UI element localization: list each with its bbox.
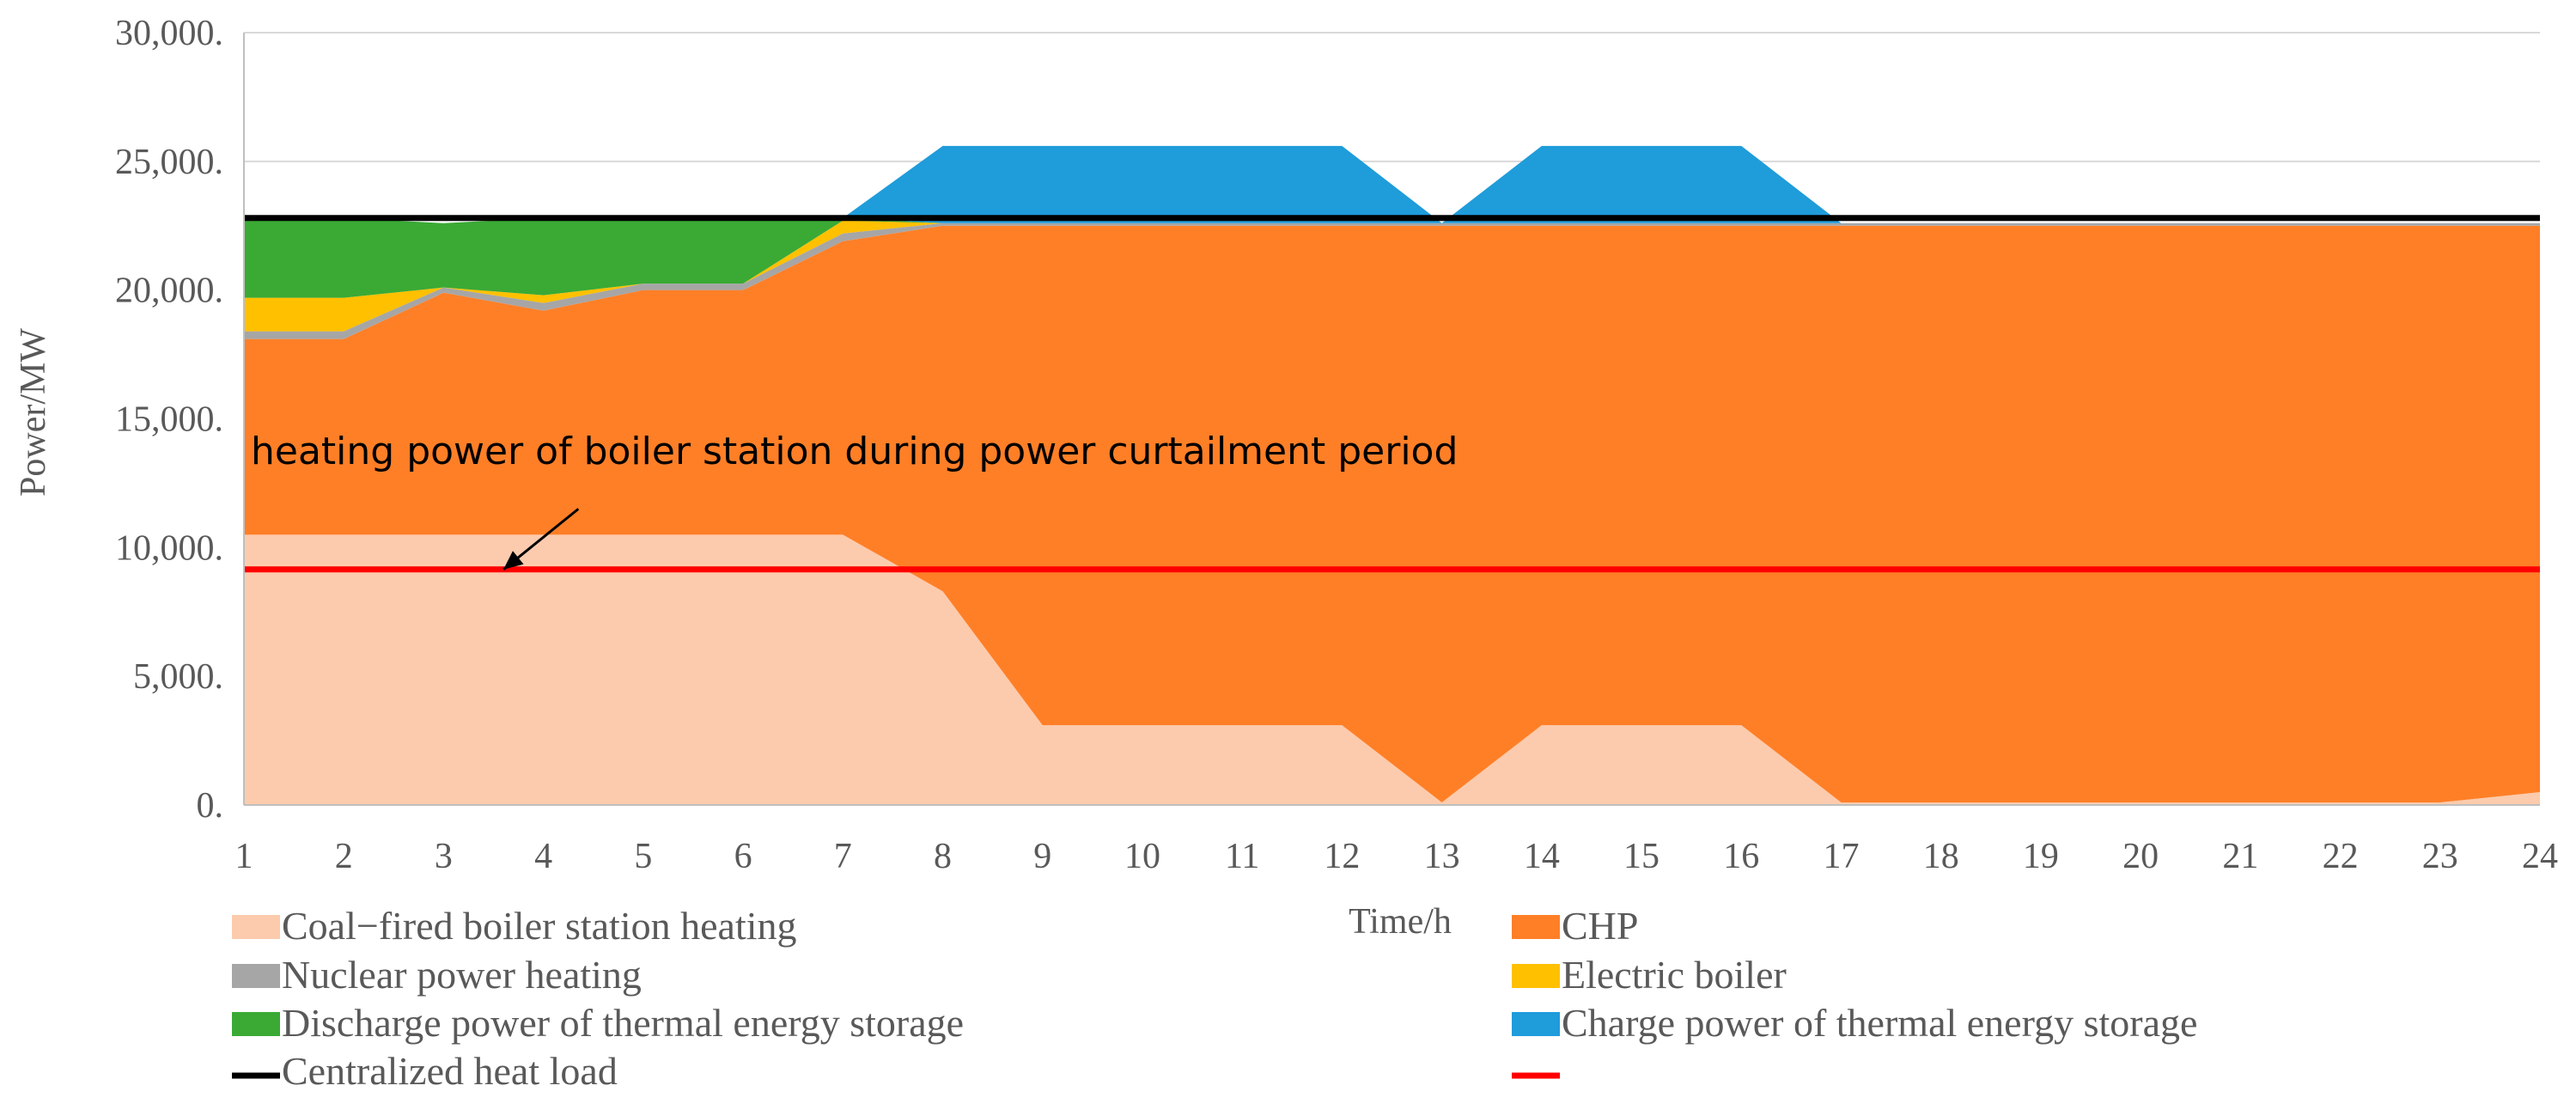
x-tick-label: 19	[2023, 837, 2059, 876]
legend-label: Coal−fired boiler station heating	[282, 904, 797, 948]
annotation-text: heating power of boiler station during p…	[251, 430, 1458, 473]
x-tick-label: 5	[634, 837, 652, 876]
axes	[243, 33, 2540, 806]
y-tick-label: 25,000.	[115, 143, 223, 182]
y-axis-title: Power/MW	[14, 328, 53, 497]
area-discharge-power-of-thermal-energy-storage	[244, 217, 2540, 298]
legend-label: Discharge power of thermal energy storag…	[282, 1001, 964, 1045]
legend-label: Nuclear power heating	[282, 953, 642, 997]
x-tick-label: 20	[2122, 837, 2159, 876]
legend-label: CHP	[1562, 904, 1638, 948]
x-tick-label: 1	[235, 837, 253, 876]
y-tick-label: 5,000.	[133, 657, 223, 697]
legend-swatch	[1512, 964, 1560, 988]
x-axis-ticks: 1 2 3 4 5 6 7 8 9 10 11 12 13 14 15 16 17 18 19 20 21 22 23 24	[235, 837, 2559, 876]
y-tick-label: 10,000.	[115, 528, 223, 568]
stacked-areas	[244, 145, 2540, 805]
x-tick-label: 23	[2422, 837, 2458, 876]
legend-swatch	[232, 964, 280, 988]
x-tick-label: 22	[2323, 837, 2359, 876]
x-tick-label: 15	[1623, 837, 1659, 876]
x-tick-label: 12	[1324, 837, 1360, 876]
y-axis-ticks: 0. 5,000. 10,000. 15,000. 20,000. 25,000. 30,0…	[115, 14, 223, 826]
x-tick-label: 4	[534, 837, 552, 876]
area-coal-fired-boiler-station-heating	[244, 534, 2540, 805]
x-tick-label: 13	[1424, 837, 1460, 876]
legend-swatch	[1512, 915, 1560, 939]
area-charge-power-of-thermal-energy-storage	[244, 145, 2540, 223]
x-tick-label: 9	[1033, 837, 1051, 876]
y-tick-label: 20,000.	[115, 271, 223, 311]
area-chp	[244, 225, 2540, 803]
x-tick-label: 14	[1524, 837, 1560, 876]
x-tick-label: 24	[2522, 837, 2558, 876]
y-tick-label: 15,000.	[115, 400, 223, 440]
legend-label: Electric boiler	[1562, 953, 1787, 997]
x-tick-label: 8	[934, 837, 952, 876]
legend-label: Charge power of thermal energy storage	[1562, 1001, 2197, 1045]
annotation-arrowhead	[503, 551, 524, 570]
x-tick-label: 3	[435, 837, 453, 876]
x-axis-title: Time/h	[1349, 902, 1452, 942]
y-tick-label: 30,000.	[115, 14, 223, 53]
annotation-arrow	[502, 508, 580, 570]
legend-swatch	[1512, 1012, 1560, 1036]
legend-label: Centralized heat load	[282, 1049, 618, 1093]
reference-lines	[244, 215, 2540, 573]
area-nuclear-power-heating	[244, 223, 2540, 339]
x-tick-label: 6	[734, 837, 752, 876]
x-tick-label: 11	[1225, 837, 1259, 876]
x-tick-label: 10	[1124, 837, 1160, 876]
x-tick-label: 17	[1823, 837, 1859, 876]
legend-swatch	[232, 915, 280, 939]
x-tick-label: 21	[2222, 837, 2258, 876]
legend-swatch	[232, 1012, 280, 1036]
y-tick-label: 0.	[197, 786, 224, 826]
x-tick-label: 7	[834, 837, 852, 876]
x-tick-label: 18	[1923, 837, 1959, 876]
legend: Coal−fired boiler station heating CHP Nucl…	[232, 904, 2197, 1093]
x-tick-label: 16	[1723, 837, 1759, 876]
x-tick-label: 2	[335, 837, 353, 876]
